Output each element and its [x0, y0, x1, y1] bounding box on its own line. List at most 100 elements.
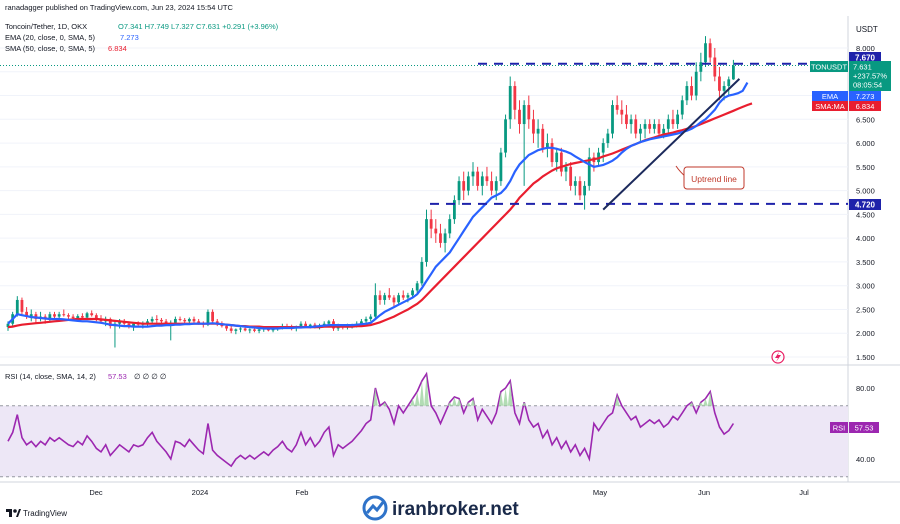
- candle-body: [67, 315, 70, 317]
- time-axis[interactable]: Dec 2024 Feb May Jun Jul: [89, 488, 809, 497]
- level-top-value: 7.670: [855, 54, 876, 63]
- candle-body: [108, 318, 112, 327]
- price-tag-change: +237.57%: [853, 72, 887, 81]
- candle-body: [85, 313, 89, 318]
- candle-body: [611, 105, 614, 134]
- candle-body: [439, 233, 442, 243]
- rsi-tick-label: 40.00: [856, 455, 875, 464]
- candle-body: [583, 185, 586, 196]
- candle-body: [727, 79, 731, 87]
- candle-body: [587, 157, 591, 186]
- legend-sma[interactable]: SMA (50, close, 0, SMA, 5): [5, 44, 96, 53]
- rsi-axis[interactable]: 80.00 40.00: [856, 384, 875, 464]
- candle-body: [625, 114, 628, 125]
- price-tick-label: 4.000: [856, 234, 875, 243]
- candle-body: [187, 318, 191, 322]
- rsi-tag-value-box: [849, 422, 879, 433]
- candle-body: [629, 119, 633, 125]
- time-tick-label: Jul: [799, 488, 809, 497]
- legend-symbol[interactable]: Toncoin/Tether, 1D, OKX: [5, 22, 87, 31]
- sma-tag-value-box: [849, 101, 881, 111]
- candle-body: [327, 321, 331, 324]
- legend-ema[interactable]: EMA (20, close, 0, SMA, 5): [5, 33, 96, 42]
- candle-body: [174, 318, 177, 323]
- publisher-line: ranadagger published on TradingView.com,…: [5, 3, 234, 12]
- candle-body: [425, 219, 428, 262]
- candle-body: [392, 297, 396, 303]
- candle-body: [662, 128, 666, 134]
- ema-tag-text: EMA: [822, 92, 838, 101]
- candle-body: [606, 133, 610, 144]
- price-tick-label: 3.000: [856, 282, 875, 291]
- uptrend-callout-box: [683, 166, 745, 190]
- legend-ohlc: O7.341 H7.749 L7.327 C7.631 +0.291 (+3.9…: [118, 22, 279, 31]
- candle-body: [634, 119, 638, 134]
- candle-body: [20, 299, 24, 312]
- candle-body: [94, 315, 98, 319]
- level-bottom-tag: [849, 199, 881, 210]
- price-tick-label: 4.500: [856, 210, 875, 219]
- candle-body: [150, 318, 154, 322]
- candle-body: [494, 181, 498, 191]
- candle-body: [406, 295, 410, 298]
- candle-body: [239, 328, 242, 330]
- price-tag-countdown: 08:05:54: [853, 81, 882, 90]
- candle-body: [192, 318, 196, 322]
- candle-body: [178, 318, 182, 320]
- candle-body: [555, 152, 559, 163]
- level-bottom-value: 4.720: [855, 201, 876, 210]
- candle-body: [522, 105, 526, 125]
- candle-body: [518, 109, 521, 125]
- candle-body: [25, 311, 28, 317]
- level-top-tag: [849, 52, 881, 63]
- candle-body: [299, 323, 303, 327]
- candle-body: [448, 219, 452, 234]
- legend-rsi[interactable]: RSI (14, close, SMA, 14, 2): [5, 372, 96, 381]
- candle-body: [713, 57, 717, 77]
- candle-body: [206, 311, 210, 325]
- candle-body: [225, 326, 228, 329]
- rsi-tick-label: 80.00: [856, 384, 875, 393]
- candle-body: [652, 124, 656, 129]
- price-tag-value: 7.631: [853, 63, 872, 72]
- candle-body: [415, 283, 419, 291]
- candle-body: [57, 314, 61, 317]
- candle-body: [369, 316, 373, 319]
- candle-body: [648, 124, 652, 129]
- price-tick-label: 5.000: [856, 187, 875, 196]
- legend-rsi-value: 57.53: [108, 372, 127, 381]
- candle-body: [694, 71, 698, 96]
- lightning-icon[interactable]: [771, 350, 785, 364]
- candle-body: [615, 105, 619, 110]
- candlestick-series: [6, 36, 735, 348]
- candle-body: [378, 295, 382, 300]
- candle-body: [476, 171, 480, 186]
- candle-body: [550, 143, 554, 163]
- candle-body: [536, 128, 540, 134]
- candle-body: [699, 62, 703, 72]
- price-tick-label: 1.500: [856, 353, 875, 362]
- rsi-band: [0, 405, 848, 477]
- candle-body: [429, 219, 433, 229]
- candle-body: [360, 321, 363, 324]
- candle-body: [443, 233, 447, 243]
- candle-body: [643, 124, 647, 129]
- price-tick-label: 2.500: [856, 306, 875, 315]
- candle-body: [155, 318, 159, 320]
- candle-body: [546, 143, 549, 148]
- candle-body: [680, 100, 684, 115]
- candle-body: [215, 321, 219, 324]
- footer-brand: TradingView: [23, 509, 67, 518]
- candle-body: [676, 114, 679, 125]
- time-tick-label: Feb: [296, 488, 309, 497]
- sma-tag-text: SMA:MA: [815, 102, 845, 111]
- legend-ema-value: 7.273: [120, 33, 139, 42]
- candle-body: [564, 166, 568, 172]
- uptrend-line[interactable]: [602, 78, 741, 211]
- ema-tag-value-box: [849, 91, 881, 101]
- candle-body: [704, 43, 707, 63]
- candle-body: [420, 261, 424, 284]
- ema-tag-value: 7.273: [856, 92, 875, 101]
